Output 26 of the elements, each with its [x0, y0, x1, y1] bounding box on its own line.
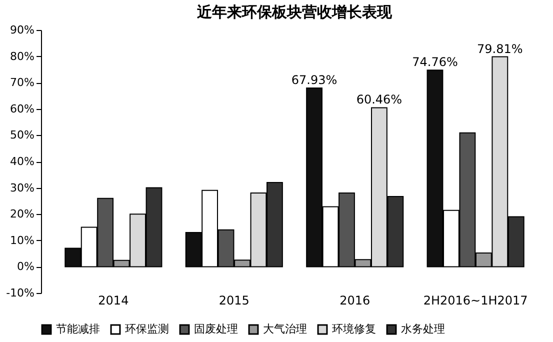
- legend-label: 环境修复: [332, 322, 376, 336]
- y-tick-label: 50%: [10, 128, 34, 142]
- y-tick-label: 30%: [10, 181, 34, 194]
- y-tick-label: 90%: [10, 24, 34, 36]
- x-tick-label: 2016: [340, 294, 370, 308]
- y-tick-label: -10%: [6, 286, 34, 300]
- legend-label: 环保监测: [125, 322, 169, 336]
- y-tick-label: 0%: [17, 260, 34, 274]
- y-tick-label: 20%: [10, 208, 34, 221]
- legend-label: 固废处理: [194, 322, 238, 336]
- legend-label: 节能减排: [56, 322, 100, 336]
- x-tick-label: 2015: [218, 294, 250, 308]
- data-label: 67.93%: [291, 73, 338, 88]
- legend-label: 大气治理: [263, 322, 307, 336]
- y-tick-label: 10%: [10, 234, 34, 247]
- legend-label: 水务处理: [401, 322, 445, 336]
- data-label: 60.46%: [356, 92, 402, 107]
- data-label: 79.81%: [477, 42, 523, 56]
- x-tick-label: 2014: [98, 294, 129, 308]
- y-tick-label: 70%: [10, 76, 34, 90]
- y-tick-label: 60%: [10, 102, 34, 116]
- x-tick-label: 2H2016~1H2017: [423, 294, 528, 308]
- y-tick-label: 40%: [10, 155, 34, 168]
- y-tick-label: 80%: [10, 50, 34, 63]
- chart-title: 近年来环保板块营收增长表现: [196, 3, 393, 21]
- data-label: 74.76%: [412, 55, 458, 70]
